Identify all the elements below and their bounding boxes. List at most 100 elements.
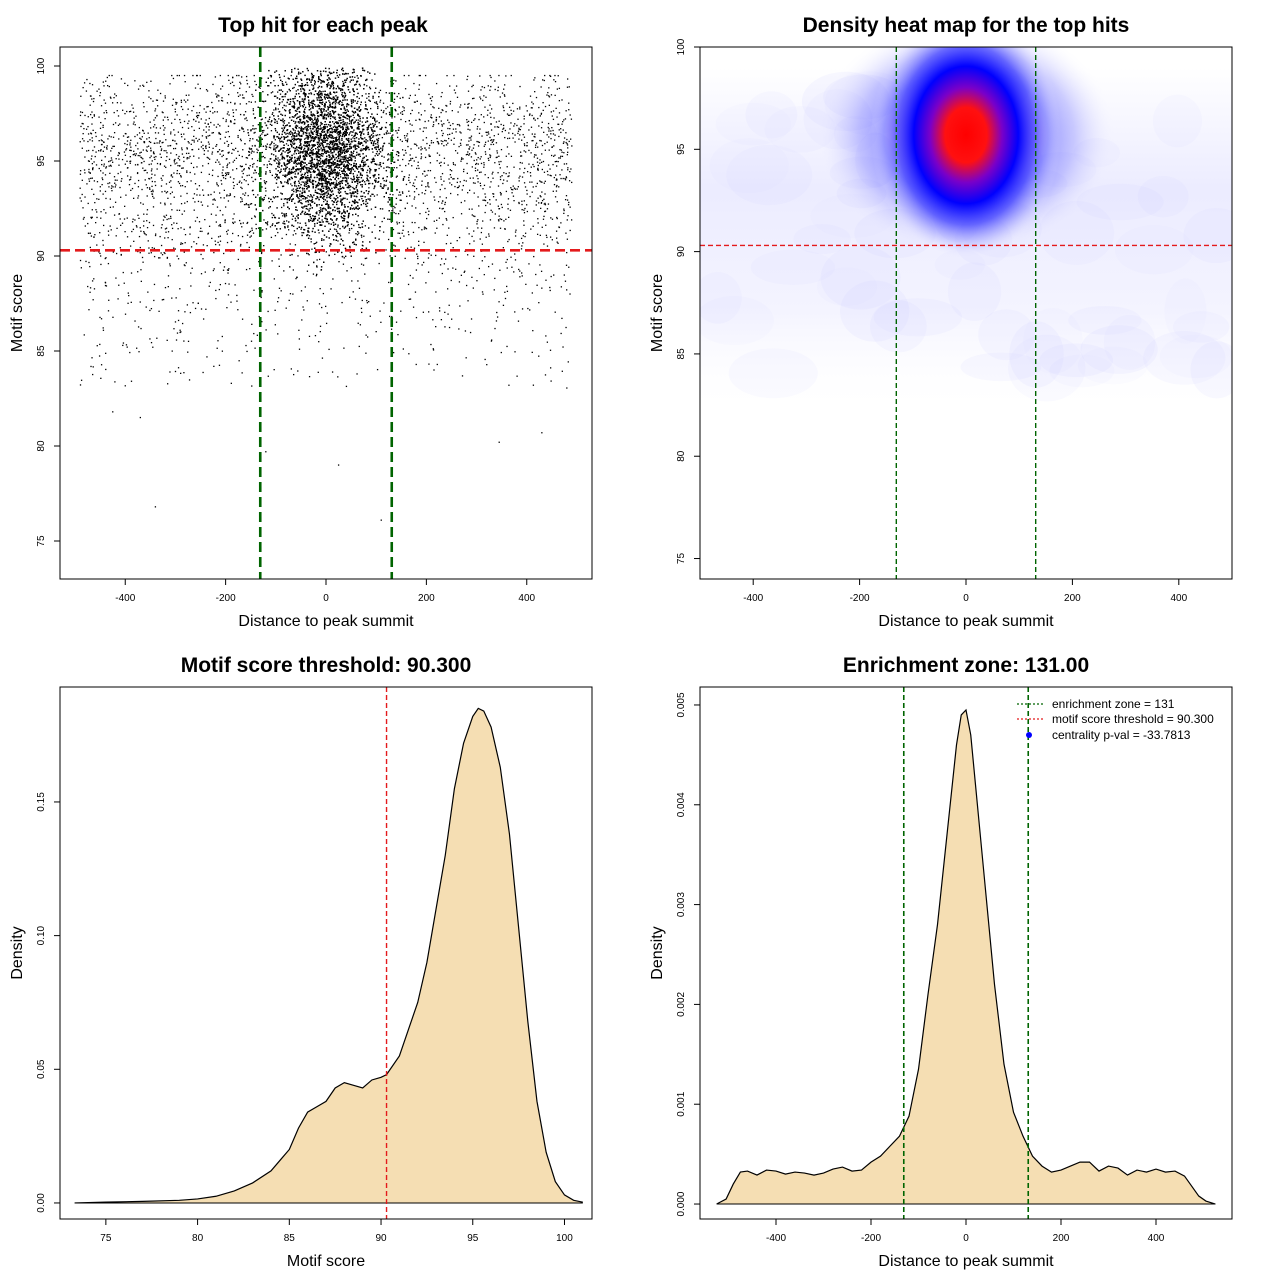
scatter-point xyxy=(555,186,558,188)
scatter-point xyxy=(443,123,445,125)
scatter-point xyxy=(313,93,315,96)
scatter-point xyxy=(85,90,88,92)
scatter-point xyxy=(379,151,381,153)
scatter-point xyxy=(503,94,506,96)
scatter-point xyxy=(279,171,282,173)
scatter-point xyxy=(484,193,486,195)
scatter-point xyxy=(242,128,244,130)
scatter-point xyxy=(166,257,168,259)
scatter-point xyxy=(108,186,110,188)
scatter-point xyxy=(337,210,339,213)
scatter-point xyxy=(180,195,182,197)
scatter-point xyxy=(317,130,319,132)
scatter-point xyxy=(459,181,461,183)
scatter-point xyxy=(452,178,454,180)
scatter-point xyxy=(399,164,401,167)
scatter-point xyxy=(170,131,172,133)
scatter-point xyxy=(299,190,301,192)
scatter-point xyxy=(92,129,94,131)
scatter-point xyxy=(308,335,311,338)
scatter-point xyxy=(312,119,314,122)
scatter-point xyxy=(269,171,271,173)
scatter-point xyxy=(100,211,102,213)
scatter-point xyxy=(79,259,82,262)
scatter-point xyxy=(402,178,405,180)
scatter-point xyxy=(293,105,295,107)
scatter-point xyxy=(247,183,249,186)
scatter-point xyxy=(403,235,405,237)
scatter-point xyxy=(225,158,228,160)
scatter-point xyxy=(84,156,86,158)
scatter-point xyxy=(377,145,380,147)
scatter-point xyxy=(152,346,154,348)
scatter-point xyxy=(402,221,405,223)
scatter-point xyxy=(359,130,361,133)
scatter-point xyxy=(336,146,338,148)
scatter-point xyxy=(174,321,177,323)
scatter-point xyxy=(181,322,184,325)
scatter-point xyxy=(385,121,388,124)
scatter-point xyxy=(248,174,250,176)
scatter-point xyxy=(212,83,214,86)
scatter-point xyxy=(458,236,461,239)
scatter-point xyxy=(500,123,502,126)
scatter-point xyxy=(441,208,443,210)
scatter-point xyxy=(95,164,98,166)
scatter-point xyxy=(308,209,310,211)
scatter-point xyxy=(547,126,549,129)
scatter-point xyxy=(210,121,212,124)
scatter-point xyxy=(414,101,416,103)
scatter-point xyxy=(513,187,516,189)
scatter-point xyxy=(298,122,300,124)
scatter-point xyxy=(296,110,298,112)
scatter-point xyxy=(252,138,254,140)
scatter-point xyxy=(311,248,313,250)
scatter-point xyxy=(523,224,525,226)
scatter-point xyxy=(369,182,371,185)
scatter-point xyxy=(248,231,251,233)
scatter-point xyxy=(525,283,527,286)
scatter-point xyxy=(566,199,569,201)
scatter-point xyxy=(439,188,441,191)
scatter-point xyxy=(129,144,131,146)
scatter-point xyxy=(336,171,339,173)
scatter-point xyxy=(402,229,404,232)
scatter-point xyxy=(84,196,86,198)
scatter-point xyxy=(134,164,137,166)
scatter-point xyxy=(91,177,93,179)
scatter-point xyxy=(318,173,320,175)
scatter-point xyxy=(157,89,159,91)
scatter-point xyxy=(277,222,279,224)
scatter-point xyxy=(137,326,140,328)
scatter-point xyxy=(178,182,181,185)
scatter-point xyxy=(407,145,409,148)
scatter-point xyxy=(328,348,330,351)
scatter-point xyxy=(228,195,230,197)
scatter-point xyxy=(431,96,434,98)
scatter-point xyxy=(241,200,243,202)
scatter-point xyxy=(251,229,253,231)
scatter-point xyxy=(127,302,129,304)
scatter-point xyxy=(244,118,246,120)
scatter-point xyxy=(216,96,218,98)
scatter-point xyxy=(208,285,210,287)
scatter-point xyxy=(285,165,287,167)
scatter-point xyxy=(385,166,388,168)
scatter-point xyxy=(106,145,108,147)
scatter-point xyxy=(129,156,132,158)
scatter-point xyxy=(196,74,198,77)
scatter-point xyxy=(154,117,157,119)
scatter-point xyxy=(273,109,275,111)
scatter-point xyxy=(506,146,509,148)
scatter-point xyxy=(312,128,315,130)
scatter-point xyxy=(421,229,423,231)
scatter-point xyxy=(325,322,328,325)
scatter-point xyxy=(500,351,502,354)
scatter-point xyxy=(154,124,156,126)
scatter-point xyxy=(183,228,185,231)
scatter-point xyxy=(246,79,248,82)
scatter-point xyxy=(103,163,105,165)
scatter-point xyxy=(540,127,543,129)
scatter-point xyxy=(257,194,259,196)
scatter-point xyxy=(554,154,556,156)
